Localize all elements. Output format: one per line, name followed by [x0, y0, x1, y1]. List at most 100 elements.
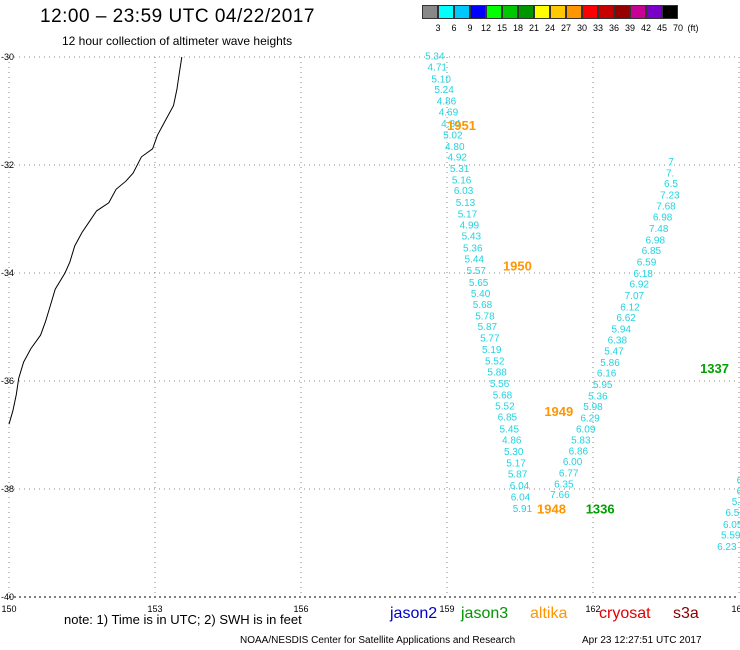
legend-jason3: jason3: [461, 605, 509, 622]
colorbar-swatch: [486, 5, 502, 19]
swh-value: 6.29: [580, 414, 600, 425]
swh-value: 6.5: [664, 179, 678, 190]
swh-value: 5.17: [506, 458, 526, 469]
colorbar-swatch: [614, 5, 630, 19]
swh-value: 7.: [666, 168, 674, 179]
colorbar-label: 18: [512, 23, 523, 33]
lat-tick-label: -32: [1, 160, 14, 170]
swh-value: 5.52: [485, 356, 505, 367]
swh-value: 6.5: [725, 508, 739, 519]
map-subtitle: 12 hour collection of altimeter wave hei…: [62, 34, 293, 48]
swh-value: 5.59: [721, 531, 740, 542]
swh-value: 5.43: [462, 232, 482, 243]
colorbar-swatch: [598, 5, 614, 19]
lat-tick-label: -36: [1, 376, 14, 386]
pass-time-label: 1951: [447, 118, 476, 133]
swh-value: 5.30: [504, 447, 524, 458]
swh-value: 6.98: [646, 235, 666, 246]
swh-value: 6.04: [511, 492, 531, 503]
colorbar-swatch: [534, 5, 550, 19]
colorbar-label: 15: [496, 23, 507, 33]
swh-value: 5.02: [443, 131, 463, 142]
swh-value: 5.19: [482, 345, 502, 356]
colorbar-swatch: [470, 5, 486, 19]
swh-value: 5.45: [500, 424, 520, 435]
swh-value: 5.52: [495, 402, 515, 413]
pass-time-label: 1948: [537, 501, 566, 516]
swh-value: 6.59: [637, 257, 657, 268]
colorbar-swatch: [582, 5, 598, 19]
swh-value: 6.85: [642, 246, 662, 257]
lat-tick-label: -30: [1, 52, 14, 62]
swh-value: 4.99: [460, 221, 480, 232]
swh-value: 5.31: [450, 164, 470, 175]
colorbar-label: 36: [608, 23, 619, 33]
swh-value: 7.48: [649, 224, 669, 235]
colorbar-swatch: [454, 5, 470, 19]
legend-s3a: s3a: [673, 605, 699, 622]
swh-value: 5.86: [600, 358, 620, 369]
map-title: 12:00 – 23:59 UTC 04/22/2017: [40, 6, 315, 27]
swh-value: 5.16: [452, 175, 472, 186]
swh-value: 7.23: [660, 190, 680, 201]
colorbar-label: 21: [528, 23, 539, 33]
swh-value: 5.98: [583, 402, 603, 413]
legend-cryosat: cryosat: [599, 605, 651, 622]
swh-value: 4.86: [437, 97, 457, 108]
swh-value: 5.78: [475, 311, 495, 322]
axis-labels: 150 153 156 159 162 165 -30 -32 -34 -36 -38 -40: [1, 52, 740, 614]
swh-value: 5.68: [473, 300, 493, 311]
swh-value: 5.65: [469, 278, 489, 289]
swh-value: 6.77: [559, 469, 579, 480]
pass-time-label: 1950: [503, 258, 532, 273]
swh-value: 5.94: [611, 324, 631, 335]
swh-value: 6.18: [633, 269, 653, 280]
swh-value: 6.85: [498, 412, 518, 423]
swh-value: 6.12: [620, 302, 640, 313]
swh-value: 5.44: [465, 255, 485, 266]
lon-tick-label: 165: [731, 604, 740, 614]
swh-value: 6: [737, 476, 740, 487]
colorbar-label: 70: [672, 23, 683, 33]
swh-value: 5.56: [490, 379, 510, 390]
colorbar-label: 24: [544, 23, 555, 33]
swh-value: 5.7: [732, 497, 740, 508]
pass-time-label: 1336: [586, 501, 615, 516]
swh-value: 5.87: [478, 322, 498, 333]
colorbar-label: 12: [480, 23, 491, 33]
swh-value: 4.71: [428, 63, 448, 74]
legend-jason2: jason2: [390, 605, 438, 622]
swh-value: 5.40: [471, 289, 491, 300]
lon-tick-label: 150: [1, 604, 16, 614]
swh-value: 5.24: [434, 85, 454, 96]
swh-value: 7.07: [625, 291, 645, 302]
swh-value: 6.86: [569, 446, 589, 457]
swh-value: 7: [668, 157, 674, 168]
colorbar-swatch: [422, 5, 438, 19]
lon-tick-label: 156: [293, 604, 308, 614]
colorbar-swatch: [550, 5, 566, 19]
swh-value: 6.92: [630, 280, 650, 291]
legend-altika: altika: [530, 605, 568, 622]
swh-value: 5.36: [463, 243, 483, 254]
colorbar-swatch: [662, 5, 678, 19]
swh-value: 5.83: [571, 436, 591, 447]
swh-value: 6.04: [510, 481, 530, 492]
swh-value: 6.03: [454, 186, 474, 197]
swh-value: 6: [737, 486, 740, 497]
colorbar-label: 30: [576, 23, 587, 33]
colorbar-label: 9: [467, 23, 473, 33]
swh-value: 5.95: [593, 380, 613, 391]
swh-value: 6.09: [576, 424, 596, 435]
swh-value: 6.05: [723, 520, 740, 531]
colorbar-label: 6: [451, 23, 457, 33]
coastline: [8, 56, 183, 425]
lon-tick-label: 159: [439, 604, 454, 614]
credit-date: Apr 23 12:27:51 UTC 2017: [582, 635, 702, 646]
swh-value: 6.98: [653, 213, 673, 224]
colorbar-swatch: [502, 5, 518, 19]
lat-tick-label: -38: [1, 484, 14, 494]
colorbar-swatch: [646, 5, 662, 19]
lat-tick-label: -40: [1, 592, 14, 602]
swh-value: 7.68: [656, 201, 676, 212]
